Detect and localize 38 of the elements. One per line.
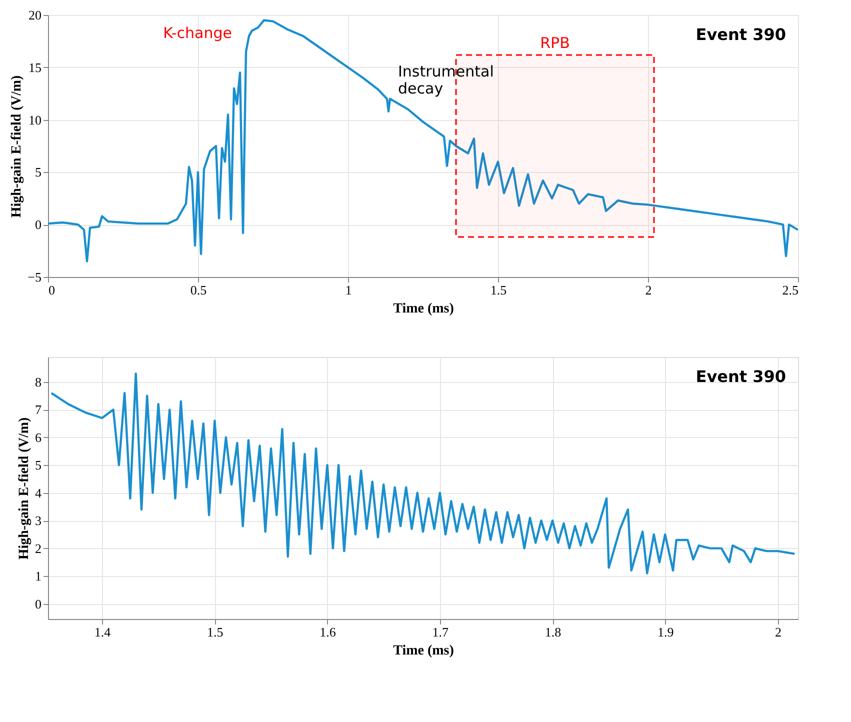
y-tick-label: 0 <box>35 217 42 232</box>
y-tick-label: 15 <box>28 60 42 75</box>
y-axis-title: High-gain E-field (V/m) <box>10 75 25 218</box>
annotation: Event 390 <box>696 367 786 386</box>
x-tick-label: 1 <box>345 282 352 298</box>
y-tick-label: −5 <box>28 270 42 284</box>
x-tick-label: 1.7 <box>432 624 450 640</box>
x-axis-title: Time (ms) <box>393 302 454 316</box>
x-tick-label: 0 <box>48 282 55 298</box>
y-tick-label: 10 <box>28 112 42 128</box>
y-tick-label: 2 <box>35 540 42 556</box>
y-tick-label: 3 <box>35 513 42 528</box>
x-tick-label: 1.5 <box>207 624 224 640</box>
y-tick-label: 4 <box>35 485 42 500</box>
x-tick-label: 2 <box>645 282 652 298</box>
y-tick-label: 1 <box>35 568 42 584</box>
x-tick-label: 0.5 <box>190 282 207 298</box>
y-tick-label: 0 <box>35 596 42 612</box>
y-tick-label: 6 <box>35 430 42 445</box>
x-tick-label: 1.4 <box>94 624 112 640</box>
y-tick-label: 5 <box>35 164 42 180</box>
annotation: K-change <box>163 24 232 42</box>
annotation: Instrumental decay <box>398 62 494 98</box>
annotation: Event 390 <box>696 25 786 44</box>
y-axis-title: High-gain E-field (V/m) <box>17 417 32 560</box>
band-label: RPB <box>540 34 570 52</box>
x-tick-label: 1.9 <box>657 624 674 640</box>
x-axis-title: Time (ms) <box>393 644 454 658</box>
y-tick-label: 7 <box>35 402 42 418</box>
y-tick-label: 20 <box>28 8 42 22</box>
x-tick-label: 1.8 <box>544 624 562 640</box>
y-tick-label: 5 <box>35 458 42 473</box>
x-tick-label: 2 <box>774 624 782 640</box>
line-series <box>48 19 798 262</box>
x-tick-label: 1.6 <box>320 624 336 640</box>
x-tick-label: 1.5 <box>490 282 507 298</box>
y-tick-label: 8 <box>35 374 42 390</box>
x-tick-label: 2.5 <box>782 282 798 298</box>
